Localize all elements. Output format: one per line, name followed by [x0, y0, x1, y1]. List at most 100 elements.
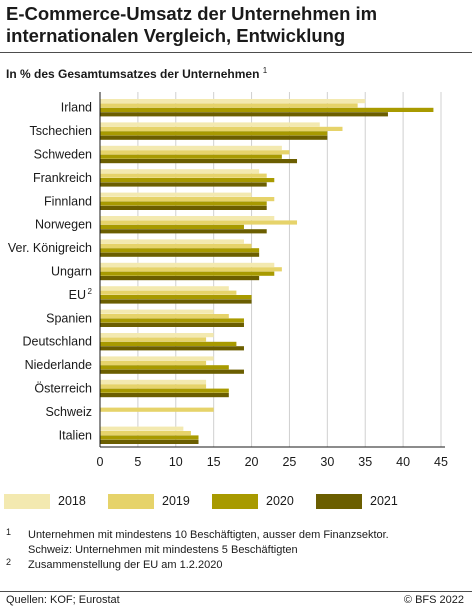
category-label: Italien — [59, 428, 92, 442]
bar-2020 — [100, 271, 275, 276]
bar-2019 — [100, 267, 282, 272]
bar-2021 — [100, 229, 267, 234]
category-label: Frankreich — [33, 171, 92, 185]
footnote-mark: 1 — [6, 527, 12, 537]
category-label: Finnland — [44, 194, 92, 208]
bar-2021 — [100, 135, 328, 140]
bar-2021 — [100, 346, 244, 351]
x-tick-label: 5 — [134, 455, 141, 469]
bar-2021 — [100, 112, 388, 117]
bar-2019 — [100, 220, 298, 225]
category-label: Spanien — [46, 311, 92, 325]
bar-2019 — [100, 150, 290, 155]
bar-2018 — [100, 122, 320, 127]
bar-2020 — [100, 365, 229, 370]
x-tick-label: 30 — [320, 455, 334, 469]
bar-2020 — [100, 107, 434, 112]
bar-2020 — [100, 388, 229, 393]
bar-2019 — [100, 337, 207, 342]
bar-2019 — [100, 360, 207, 365]
source-note: Quellen: KOF; Eurostat — [6, 594, 120, 606]
bar-2021 — [100, 205, 267, 210]
bar-2020 — [100, 341, 237, 346]
bar-2021 — [100, 369, 244, 374]
bar-2020 — [100, 154, 282, 159]
category-label: Schweiz — [45, 405, 92, 419]
bar-2019 — [100, 407, 214, 412]
footnote-mark: 2 — [6, 557, 12, 567]
bar-2019 — [100, 197, 275, 202]
x-tick-label: 20 — [245, 455, 259, 469]
category-label: Österreich — [34, 382, 92, 396]
x-tick-label: 0 — [97, 455, 104, 469]
bar-2018 — [100, 356, 214, 361]
bar-2021 — [100, 439, 199, 444]
bar-2018 — [100, 99, 366, 104]
bar-2019 — [100, 126, 343, 131]
bar-2018 — [100, 426, 184, 431]
bar-2020 — [100, 178, 275, 183]
x-tick-label: 40 — [396, 455, 410, 469]
footnote-text: Zusammenstellung der EU am 1.2.2020 — [28, 559, 223, 571]
category-label: Tschechien — [29, 124, 92, 138]
legend-swatch-2019 — [108, 494, 154, 509]
bar-2020 — [100, 295, 252, 300]
bar-2021 — [100, 159, 298, 164]
subtitle-footnote-mark: 1 — [262, 66, 268, 75]
bar-2021 — [100, 393, 229, 398]
category-label: Norwegen — [35, 218, 92, 232]
bar-2019 — [100, 314, 229, 319]
category-label: Irland — [61, 101, 92, 115]
legend-label-2021: 2021 — [370, 494, 398, 508]
title-divider — [0, 52, 472, 53]
bar-2018 — [100, 379, 207, 384]
legend-swatch-2018 — [4, 494, 50, 509]
bar-2019 — [100, 103, 358, 108]
bar-2019 — [100, 384, 207, 389]
x-tick-label: 35 — [358, 455, 372, 469]
bar-2020 — [100, 248, 260, 253]
footnote-text: Schweiz: Unternehmen mit mindestens 5 Be… — [28, 544, 298, 556]
bar-2018 — [100, 192, 252, 197]
x-tick-label: 15 — [207, 455, 221, 469]
bar-chart: Irland Tschechien Schweden Frankreich Finnla… — [8, 92, 448, 469]
x-tick-label: 45 — [434, 455, 448, 469]
legend-swatch-2020 — [212, 494, 258, 509]
category-footnote-mark: 2 — [88, 287, 93, 296]
x-tick-label: 25 — [282, 455, 296, 469]
bar-2020 — [100, 201, 267, 206]
category-label: Ver. Königreich — [8, 241, 92, 255]
bar-2020 — [100, 224, 244, 229]
bar-2019 — [100, 173, 267, 178]
bar-2021 — [100, 322, 244, 327]
bar-2021 — [100, 299, 252, 304]
legend-swatch-2021 — [316, 494, 362, 509]
bar-2018 — [100, 333, 214, 338]
legend-label-2020: 2020 — [266, 494, 294, 508]
footer-divider — [0, 591, 472, 592]
bar-2020 — [100, 131, 328, 136]
bar-2020 — [100, 318, 244, 323]
bar-2018 — [100, 309, 214, 314]
bar-2019 — [100, 290, 237, 295]
category-label: Schweden — [34, 148, 92, 162]
bar-2018 — [100, 216, 275, 221]
chart-subtitle: In % des Gesamtumsatzes der Unternehmen … — [6, 66, 267, 81]
category-label: Ungarn — [51, 265, 92, 279]
subtitle-text: In % des Gesamtumsatzes der Unternehmen — [6, 67, 260, 81]
x-tick-label: 10 — [169, 455, 183, 469]
legend-label-2019: 2019 — [162, 494, 190, 508]
bar-2018 — [100, 286, 229, 291]
bar-2021 — [100, 252, 260, 257]
bar-2019 — [100, 431, 191, 436]
category-label: Deutschland — [23, 335, 93, 349]
bar-2018 — [100, 239, 244, 244]
legend-label-2018: 2018 — [58, 494, 86, 508]
chart-title: E-Commerce-Umsatz der Unternehmen im int… — [6, 3, 378, 46]
category-label: Niederlande — [25, 358, 92, 372]
bar-2018 — [100, 169, 260, 174]
copyright: © BFS 2022 — [403, 594, 464, 606]
bar-2021 — [100, 182, 267, 187]
bar-2018 — [100, 145, 282, 150]
bar-2019 — [100, 243, 252, 248]
